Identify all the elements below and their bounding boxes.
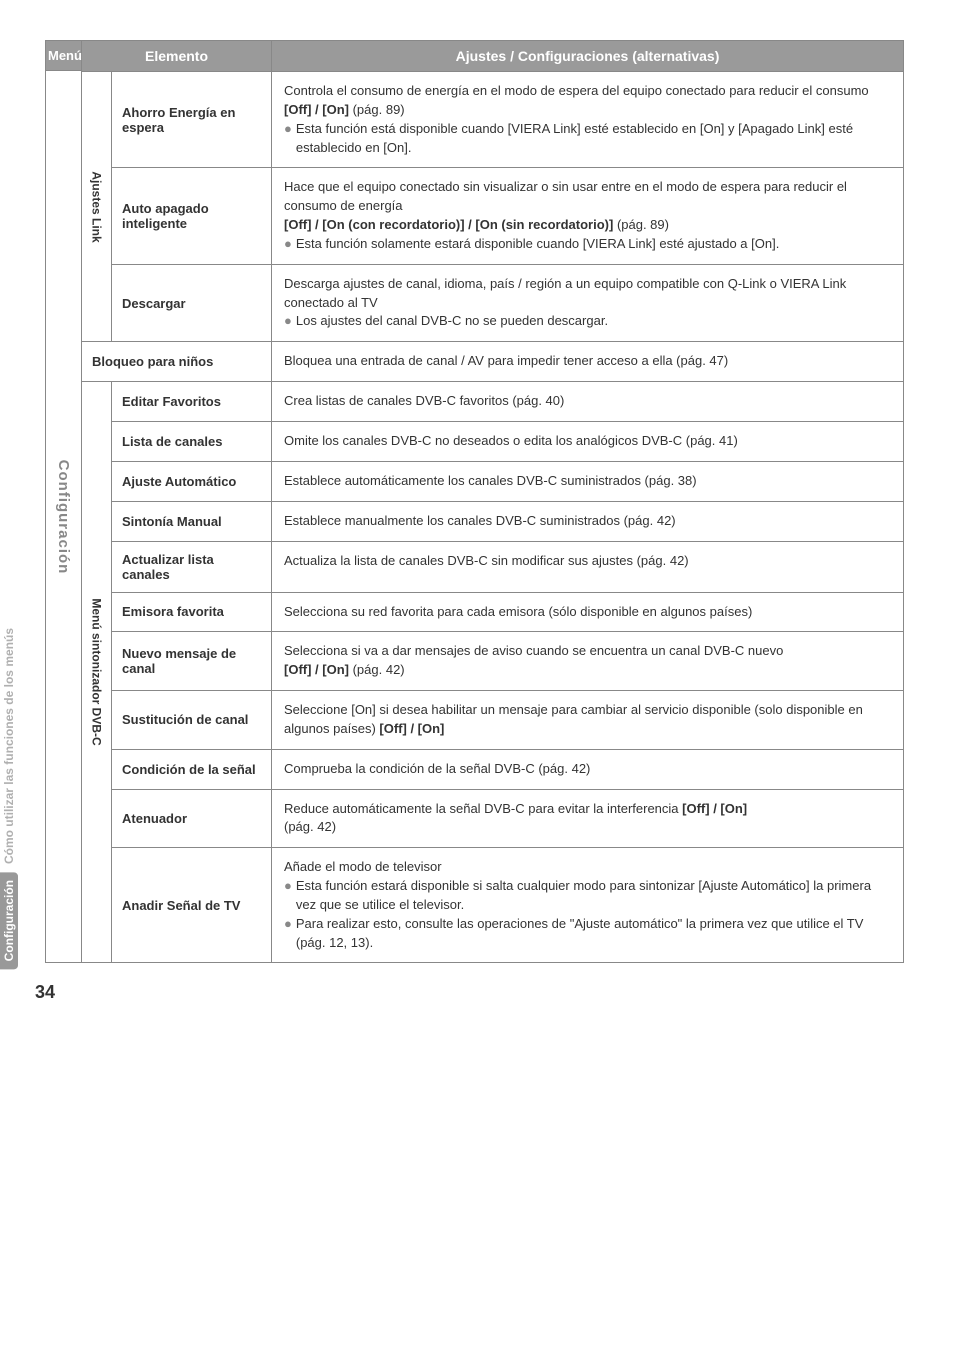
text-bold: [Off] / [On (con recordatorio)] / [On (s… [284, 217, 613, 232]
row-nuevo-mensaje-label: Nuevo mensaje de canal [112, 632, 272, 690]
row-atenuador-label: Atenuador [112, 790, 272, 848]
header-elemento: Elemento [82, 41, 272, 71]
text: (pág. 89) [349, 102, 405, 117]
row-lista-label: Lista de canales [112, 422, 272, 461]
bullet-text: Esta función está disponible cuando [VIE… [296, 120, 891, 158]
row-lista-desc: Omite los canales DVB-C no deseados o ed… [272, 422, 903, 461]
row-condicion-desc: Comprueba la condición de la señal DVB-C… [272, 750, 903, 789]
bullet-text: Esta función estará disponible si salta … [296, 877, 891, 915]
row-descargar-desc: Descarga ajustes de canal, idioma, país … [272, 265, 903, 342]
row-emisora-label: Emisora favorita [112, 593, 272, 632]
text: Seleccione [On] si desea habilitar un me… [284, 702, 863, 736]
bullet-icon: ● [284, 312, 292, 331]
row-sintonia-desc: Establece manualmente los canales DVB-C … [272, 502, 903, 541]
row-auto-apagado-desc: Hace que el equipo conectado sin visuali… [272, 168, 903, 263]
row-ahorro-label: Ahorro Energía en espera [112, 72, 272, 167]
text-bold: [Off] / [On] [284, 102, 349, 117]
text: Hace que el equipo conectado sin visuali… [284, 178, 891, 216]
menu-config-label: Configuración [55, 459, 72, 574]
section-ajustes-link: Ajustes Link [90, 171, 104, 242]
section-dvbc-label: Menú sintonizador DVB-C [90, 599, 104, 746]
row-anadir-label: Anadir Señal de TV [112, 848, 272, 962]
text: Selecciona si va a dar mensajes de aviso… [284, 643, 783, 658]
row-sustitucion-label: Sustitución de canal [112, 691, 272, 749]
row-sintonia-label: Sintonía Manual [112, 502, 272, 541]
bullet-icon: ● [284, 120, 292, 139]
row-ajuste-auto-desc: Establece automáticamente los canales DV… [272, 462, 903, 501]
bullet-icon: ● [284, 915, 292, 934]
bullet-icon: ● [284, 877, 292, 896]
page-number: 34 [35, 982, 55, 1003]
row-nuevo-mensaje-desc: Selecciona si va a dar mensajes de aviso… [272, 632, 903, 690]
bullet-text: Para realizar esto, consulte las operaci… [296, 915, 891, 953]
text: Añade el modo de televisor [284, 858, 891, 877]
row-emisora-desc: Selecciona su red favorita para cada emi… [272, 593, 903, 632]
row-descargar-label: Descargar [112, 265, 272, 342]
text: (pág. 42) [284, 818, 891, 837]
header-menu: Menú [46, 41, 82, 71]
settings-table: Menú Configuración Elemento Ajustes / Co… [45, 40, 904, 963]
row-bloqueo-desc: Bloquea una entrada de canal / AV para i… [272, 342, 903, 381]
header-ajustes: Ajustes / Configuraciones (alternativas) [272, 41, 903, 71]
row-ahorro-desc: Controla el consumo de energía en el mod… [272, 72, 903, 167]
text-bold: [Off] / [On] [682, 801, 747, 816]
text-bold: [Off] / [On] [284, 662, 349, 677]
row-sustitucion-desc: Seleccione [On] si desea habilitar un me… [272, 691, 903, 749]
row-editar-desc: Crea listas de canales DVB-C favoritos (… [272, 382, 903, 421]
row-atenuador-desc: Reduce automáticamente la señal DVB-C pa… [272, 790, 903, 848]
row-condicion-label: Condición de la señal [112, 750, 272, 789]
bullet-text: Los ajustes del canal DVB-C no se pueden… [296, 312, 891, 331]
text: (pág. 89) [613, 217, 669, 232]
bullet-icon: ● [284, 235, 292, 254]
text: Descarga ajustes de canal, idioma, país … [284, 275, 891, 313]
bullet-text: Esta función solamente estará disponible… [296, 235, 891, 254]
row-actualizar-desc: Actualiza la lista de canales DVB-C sin … [272, 542, 903, 592]
row-ajuste-auto-label: Ajuste Automático [112, 462, 272, 501]
row-anadir-desc: Añade el modo de televisor ●Esta función… [272, 848, 903, 962]
text: Controla el consumo de energía en el mod… [284, 83, 869, 98]
text: (pág. 42) [349, 662, 405, 677]
row-auto-apagado-label: Auto apagado inteligente [112, 168, 272, 263]
text: Reduce automáticamente la señal DVB-C pa… [284, 801, 682, 816]
sidebar-tab-config: Configuración [0, 872, 18, 969]
text-bold: [Off] / [On] [379, 721, 444, 736]
sidebar-tab-functions: Cómo utilizar las funciones de los menús [0, 620, 18, 872]
row-actualizar-label: Actualizar lista canales [112, 542, 272, 592]
row-editar-label: Editar Favoritos [112, 382, 272, 421]
row-bloqueo-label: Bloqueo para niños [82, 342, 272, 381]
